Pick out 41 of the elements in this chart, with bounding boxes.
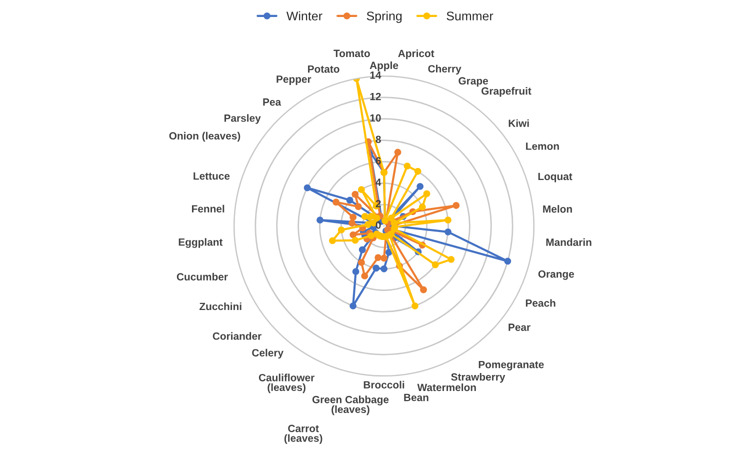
spoke-label: Watermelon [417,383,476,392]
spoke-label: Peach [526,299,556,307]
spoke-label: Pear [508,324,530,331]
spoke-label: Kiwi [508,119,529,127]
legend-label: Winter [286,11,322,20]
spoke-label: Pomegranate [478,360,544,370]
spoke-label: Bean [404,394,428,402]
spoke-label: Onion (leaves) [169,132,240,142]
spoke-label: Apple [370,61,398,72]
legend-label: Summer [446,12,494,20]
spoke-label: Mandarin [546,238,592,246]
y-tick-label: 8 [376,136,381,144]
spoke-label: Eggplant [178,238,223,248]
y-tick-label: 14 [370,72,382,79]
spoke-label: Carrot (leaves) [284,424,322,444]
spoke-label: Parsley [224,114,261,124]
spoke-label: Coriander [212,332,262,340]
y-tick-label: 10 [370,114,381,122]
spoke-label: Lemon [526,142,559,150]
spoke-label: Strawberry [451,373,506,383]
spoke-label: Melon [543,205,572,213]
spoke-label: Green Cabbage (leaves) [312,396,389,416]
spoke-label: Pea [263,98,282,106]
y-tick-label: 12 [370,92,381,100]
spoke-label: Grapefruit [482,87,532,97]
spoke-label: Fennel [192,204,224,212]
spoke-label: Lettuce [194,172,230,180]
spoke-label: Cucumber [176,272,228,281]
spoke-label: Cherry [428,64,462,75]
spoke-label: Cauliflower (leaves) [258,374,314,394]
spoke-label: Tomato [334,50,370,58]
spoke-label: Celery [252,348,284,359]
spoke-label: Broccoli [364,380,404,389]
legend-label: Spring [366,11,402,23]
spoke-label: Potato [308,65,340,73]
spoke-label: Pepper [276,76,312,85]
spoke-label: Orange [538,270,574,280]
spoke-label: Zucchini [200,302,242,310]
spoke-label: Grape [458,77,488,87]
spoke-label: Apricot [398,49,434,60]
spoke-label: Loquat [538,172,572,182]
